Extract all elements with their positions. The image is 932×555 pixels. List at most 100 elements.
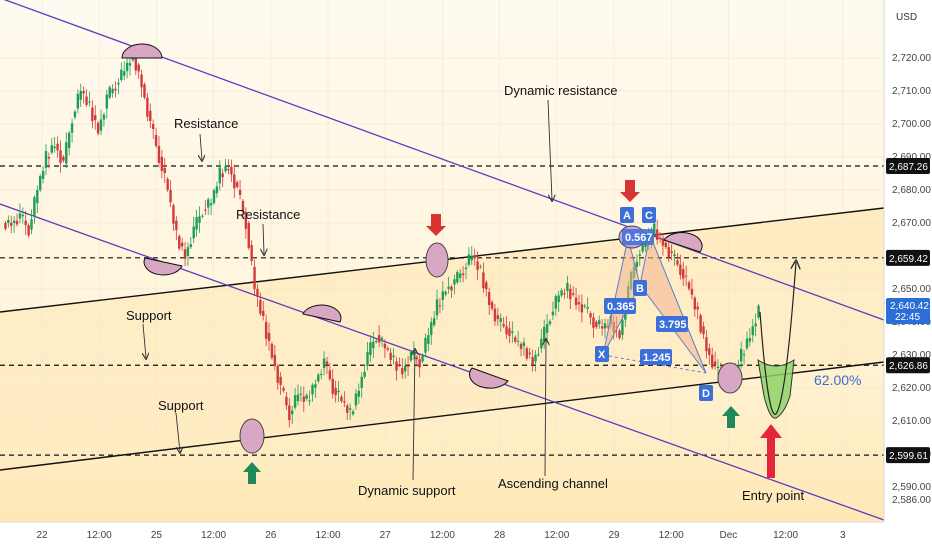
candle-body	[105, 94, 109, 109]
vertical-grid	[41, 0, 844, 522]
candle-body	[511, 331, 514, 333]
candle-body	[711, 354, 714, 368]
candle-body	[461, 273, 465, 276]
candle-body	[406, 365, 410, 367]
price-tick-label: 2,630.00	[892, 350, 931, 361]
candle-body	[528, 352, 531, 355]
candle-body	[638, 254, 641, 256]
current-price-countdown: 22:45	[895, 312, 920, 323]
candle-body	[99, 119, 103, 131]
label-dynamic-resistance: Dynamic resistance	[504, 83, 617, 98]
candle-body	[50, 145, 53, 153]
candle-body	[134, 54, 137, 71]
candle-body	[125, 62, 129, 72]
candle-body	[467, 254, 471, 265]
candle-body	[218, 167, 221, 184]
candle-body	[169, 189, 172, 203]
level-tag	[886, 157, 930, 174]
candle-body	[690, 288, 694, 295]
time-tick-label: 29	[608, 530, 620, 541]
price-tick-label: 2,710.00	[892, 86, 931, 97]
time-tick-label: 12:00	[773, 530, 798, 541]
candle-body	[325, 361, 329, 365]
price-tick-label: 2,650.00	[892, 284, 931, 295]
price-tick-label: 2,680.00	[892, 185, 931, 196]
candle-body	[655, 229, 659, 240]
candle-body	[317, 374, 320, 382]
candle-body	[201, 215, 204, 217]
candle-body	[456, 271, 459, 283]
candle-body	[305, 395, 308, 399]
candle-body	[464, 267, 468, 270]
up-arrow-2	[722, 406, 740, 428]
candle-body	[705, 337, 708, 352]
candle-body	[748, 338, 752, 342]
price-axis-background	[884, 0, 932, 550]
candle-body	[151, 123, 155, 130]
candle-body	[33, 197, 36, 217]
candle-body	[505, 326, 508, 335]
level-tag-label: 2,687.26	[889, 162, 928, 173]
candle-body	[421, 355, 424, 362]
candle-body	[18, 213, 22, 219]
candle-body	[299, 393, 303, 395]
candle-body	[154, 134, 158, 146]
candle-body	[514, 337, 517, 342]
candle-body	[635, 261, 639, 267]
candle-body	[392, 355, 395, 358]
candle-body	[337, 390, 340, 393]
candle-body	[595, 321, 598, 328]
candle-body	[128, 63, 132, 66]
candle-body	[566, 282, 569, 292]
candle-body	[583, 305, 586, 307]
level-tag-label: 2,599.61	[889, 451, 928, 462]
time-tick-label: 12:00	[315, 530, 340, 541]
candle-body	[149, 110, 152, 122]
candle-body	[479, 266, 482, 268]
price-level-tags: 2,687.26 2,659.42 2,626.86 2,599.61	[886, 157, 930, 464]
price-tick-label: 2,700.00	[892, 119, 931, 130]
signal-arrows	[243, 180, 782, 484]
candle-body	[340, 396, 343, 402]
label-entry-point: Entry point	[742, 488, 805, 503]
candle-body	[580, 304, 584, 313]
projection-path	[759, 262, 796, 415]
level-tag-label: 2,659.42	[889, 254, 928, 265]
candle-body	[551, 311, 555, 316]
harmonic-triangle-xab	[602, 237, 641, 356]
candle-body	[293, 395, 297, 408]
harmonic-point-a: A	[623, 210, 631, 222]
candle-body	[516, 340, 520, 342]
candle-body	[600, 326, 604, 329]
candle-body	[409, 351, 413, 361]
candle-body	[386, 348, 389, 350]
candle-body	[247, 222, 250, 248]
candle-body	[745, 338, 749, 349]
candle-body	[94, 115, 97, 120]
candle-body	[499, 318, 502, 322]
harmonic-ratio-xd: 1.245	[643, 352, 671, 364]
label-dynamic-support: Dynamic support	[358, 483, 456, 498]
candle-body	[661, 238, 665, 246]
candle-body	[238, 189, 242, 195]
candle-body	[73, 111, 77, 118]
candle-body	[117, 82, 120, 85]
candle-body	[59, 150, 62, 163]
candle-body	[641, 241, 644, 252]
harmonic-point-d: D	[702, 388, 710, 400]
candle-body	[163, 167, 166, 174]
candle-body	[111, 88, 114, 94]
down-arrow-1	[426, 214, 446, 236]
candle-body	[519, 343, 523, 350]
candle-body	[189, 244, 193, 248]
price-tick-label: 2,590.00	[892, 482, 931, 493]
candle-body	[618, 330, 621, 339]
candle-body	[598, 320, 601, 325]
dip-highlight	[469, 367, 509, 389]
currency-label: USD	[896, 12, 917, 23]
candle-body	[27, 225, 30, 236]
current-price-value: 2,640.42	[890, 301, 929, 312]
candle-body	[357, 390, 361, 397]
